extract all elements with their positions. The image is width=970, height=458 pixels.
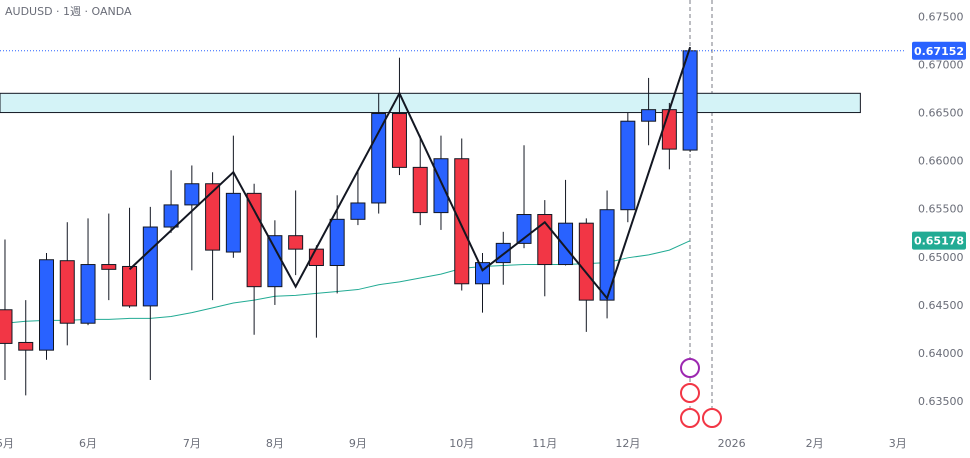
y-tick-label: 0.65500 xyxy=(918,203,964,216)
candle-body xyxy=(142,226,158,307)
candle-body xyxy=(122,265,138,307)
candle-body xyxy=(101,264,117,270)
x-tick-label: 6月 xyxy=(79,437,97,450)
candle-body xyxy=(682,50,698,151)
candle-body xyxy=(59,260,75,324)
event-icon[interactable] xyxy=(702,408,722,428)
x-tick-label: 7月 xyxy=(183,437,201,450)
candle-body xyxy=(558,222,574,266)
x-tick-label: 8月 xyxy=(266,437,284,450)
y-tick-label: 0.66500 xyxy=(918,107,964,120)
x-tick-label: 9月 xyxy=(349,437,367,450)
price-tag-label: 0.67152 xyxy=(914,45,964,58)
chart-title: AUDUSD · 1週 · OANDA xyxy=(5,5,132,18)
candle-body xyxy=(661,109,677,150)
candle-body xyxy=(329,218,345,267)
event-icons xyxy=(680,0,722,428)
price-tag-label: 0.65178 xyxy=(914,235,964,248)
candle-body xyxy=(0,309,13,344)
event-icon[interactable] xyxy=(680,408,700,428)
y-tick-label: 0.67500 xyxy=(918,10,964,23)
candle-body xyxy=(578,222,594,301)
x-tick-label: 3月 xyxy=(889,437,907,450)
x-tick-label: 5月 xyxy=(0,437,14,450)
y-tick-label: 0.67000 xyxy=(918,58,964,71)
moving-average-line xyxy=(4,240,691,324)
y-tick-label: 0.64500 xyxy=(918,299,964,312)
candle-body xyxy=(412,166,428,214)
candle-body xyxy=(225,192,241,253)
candle-body xyxy=(288,235,304,250)
x-tick-label: 12月 xyxy=(615,437,640,450)
price-tag xyxy=(912,41,966,60)
y-tick-label: 0.64000 xyxy=(918,347,964,360)
x-tick-label: 2月 xyxy=(806,437,824,450)
price-tag xyxy=(912,231,966,250)
zigzag-line xyxy=(128,46,692,301)
candle-body xyxy=(391,113,407,168)
x-tick-label: 11月 xyxy=(532,437,557,450)
resistance-zone xyxy=(0,92,861,114)
candle-body xyxy=(80,264,96,324)
candle-body xyxy=(620,120,636,211)
x-tick-label: 2026 xyxy=(718,437,746,450)
candle-body xyxy=(641,109,657,122)
candle-body xyxy=(205,183,221,251)
event-icon[interactable] xyxy=(680,383,700,403)
candle-body xyxy=(246,192,262,288)
candle-body xyxy=(39,259,55,351)
candle-body xyxy=(454,158,470,285)
candle-body xyxy=(18,341,34,351)
event-icon[interactable] xyxy=(680,358,700,378)
candle-body xyxy=(495,242,511,264)
x-tick-label: 10月 xyxy=(449,437,474,450)
candle-body xyxy=(371,113,387,204)
y-tick-label: 0.63500 xyxy=(918,395,964,408)
y-tick-label: 0.65000 xyxy=(918,251,964,264)
candle-body xyxy=(599,209,615,301)
y-tick-label: 0.66000 xyxy=(918,155,964,168)
candle-body xyxy=(267,235,283,288)
candle-body xyxy=(163,204,179,228)
candle-body xyxy=(184,183,200,206)
candle-body xyxy=(433,158,449,214)
candle-body xyxy=(350,202,366,220)
